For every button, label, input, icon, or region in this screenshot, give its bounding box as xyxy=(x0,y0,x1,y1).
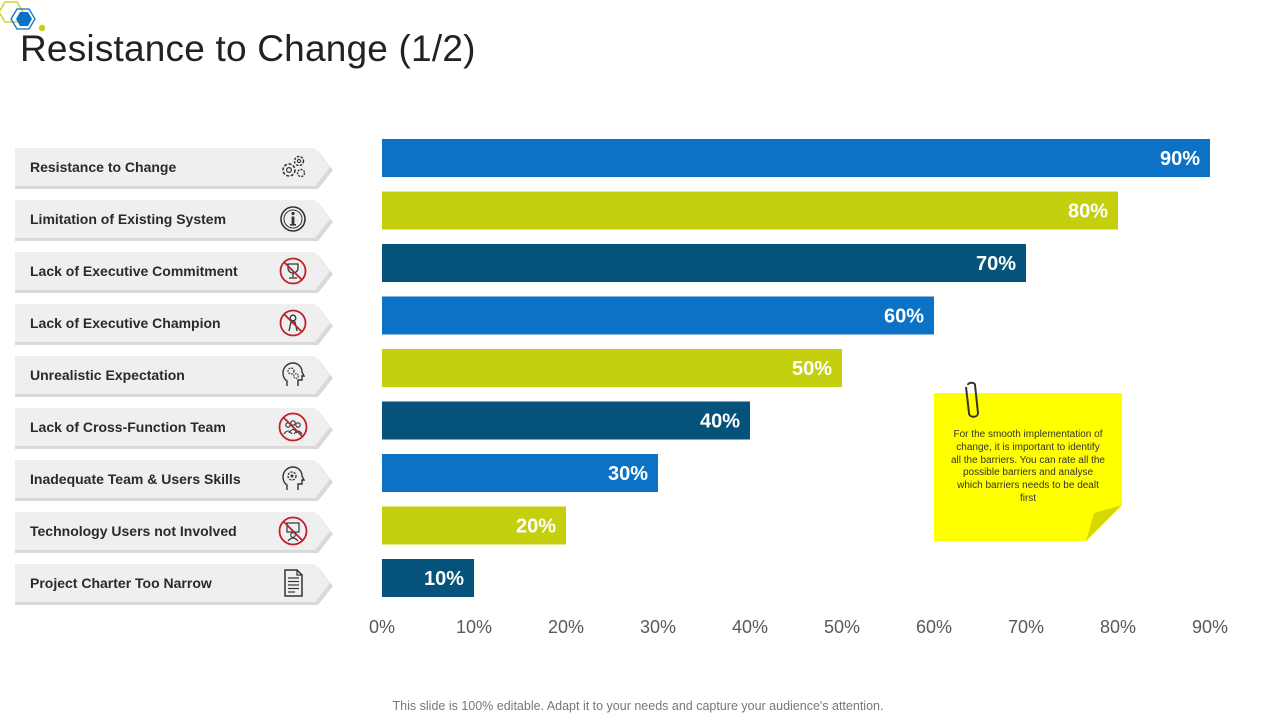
paperclip-icon xyxy=(965,381,980,418)
bar-value-label: 30% xyxy=(608,463,648,485)
category-label: Resistance to Change xyxy=(15,148,333,189)
info-icon xyxy=(280,206,306,232)
bar-value-label: 60% xyxy=(884,306,924,328)
x-tick-label: 0% xyxy=(369,617,395,637)
label-tag-shape xyxy=(15,564,333,605)
category-label: Lack of Cross-Function Team xyxy=(15,408,333,449)
label-tag-shape xyxy=(15,356,333,397)
label-tag-shape xyxy=(15,148,333,189)
sticky-note-paper xyxy=(934,393,1122,541)
bar-value-label: 20% xyxy=(516,516,556,538)
category-label: Inadequate Team & Users Skills xyxy=(15,460,333,501)
bar xyxy=(382,244,1026,282)
x-tick-label: 20% xyxy=(548,617,584,637)
no-trophy-icon xyxy=(279,257,307,285)
bar xyxy=(382,506,566,545)
category-label: Unrealistic Expectation xyxy=(15,356,333,397)
label-tag-shape xyxy=(15,304,333,345)
gears-icon xyxy=(282,155,306,178)
label-tag-shape xyxy=(15,512,333,553)
x-tick-label: 40% xyxy=(732,617,768,637)
category-label-text: Unrealistic Expectation xyxy=(30,367,185,383)
bar-value-label: 50% xyxy=(792,358,832,380)
x-tick-label: 90% xyxy=(1192,617,1228,637)
category-label-text: Limitation of Existing System xyxy=(30,211,227,227)
category-label: Project Charter Too Narrow xyxy=(15,564,333,605)
category-label-text: Inadequate Team & Users Skills xyxy=(30,471,241,487)
bar xyxy=(382,139,1210,177)
category-label-text: Project Charter Too Narrow xyxy=(30,575,212,591)
bar-value-label: 10% xyxy=(424,568,464,590)
x-tick-label: 70% xyxy=(1008,617,1044,637)
bar-value-label: 40% xyxy=(700,411,740,433)
no-champion-icon xyxy=(279,309,307,337)
category-label: Lack of Executive Champion xyxy=(15,304,333,345)
bar xyxy=(382,296,934,335)
footer-note: This slide is 100% editable. Adapt it to… xyxy=(392,699,884,713)
x-tick-label: 50% xyxy=(824,617,860,637)
label-tag-shape xyxy=(15,200,333,241)
sticky-note: For the smooth implementation of change,… xyxy=(934,381,1122,541)
x-tick-label: 10% xyxy=(456,617,492,637)
category-label: Technology Users not Involved xyxy=(15,512,333,553)
x-tick-label: 30% xyxy=(640,617,676,637)
category-labels: Resistance to Change Limitation of Exist… xyxy=(15,0,335,720)
x-tick-label: 60% xyxy=(916,617,952,637)
label-tag-shape xyxy=(15,408,333,449)
head-gears-icon xyxy=(282,362,306,386)
bar xyxy=(382,559,474,597)
bar xyxy=(382,401,750,440)
category-label: Limitation of Existing System xyxy=(15,200,333,241)
bar-value-label: 80% xyxy=(1068,201,1108,223)
no-team-icon xyxy=(278,412,308,442)
category-label-text: Technology Users not Involved xyxy=(30,523,237,539)
no-user-icon xyxy=(278,516,308,546)
page-title: Resistance to Change (1/2) xyxy=(20,28,476,69)
label-tag-shape xyxy=(15,252,333,293)
x-tick-label: 80% xyxy=(1100,617,1136,637)
head-gear-icon xyxy=(282,466,306,490)
bar xyxy=(382,349,842,387)
bar-value-label: 90% xyxy=(1160,148,1200,170)
bar xyxy=(382,191,1118,230)
category-label-text: Lack of Executive Commitment xyxy=(30,263,238,279)
category-label-text: Resistance to Change xyxy=(30,159,177,175)
logo-hexagons-icon xyxy=(0,1,46,32)
category-label-text: Lack of Executive Champion xyxy=(30,315,221,331)
category-label-text: Lack of Cross-Function Team xyxy=(30,419,226,435)
sticky-note-text: For the smooth implementation of change,… xyxy=(951,429,1105,504)
category-label: Lack of Executive Commitment xyxy=(15,252,333,293)
bar xyxy=(382,454,658,492)
bar-value-label: 70% xyxy=(976,253,1016,275)
label-tag-shape xyxy=(15,460,333,501)
document-icon xyxy=(284,569,303,597)
